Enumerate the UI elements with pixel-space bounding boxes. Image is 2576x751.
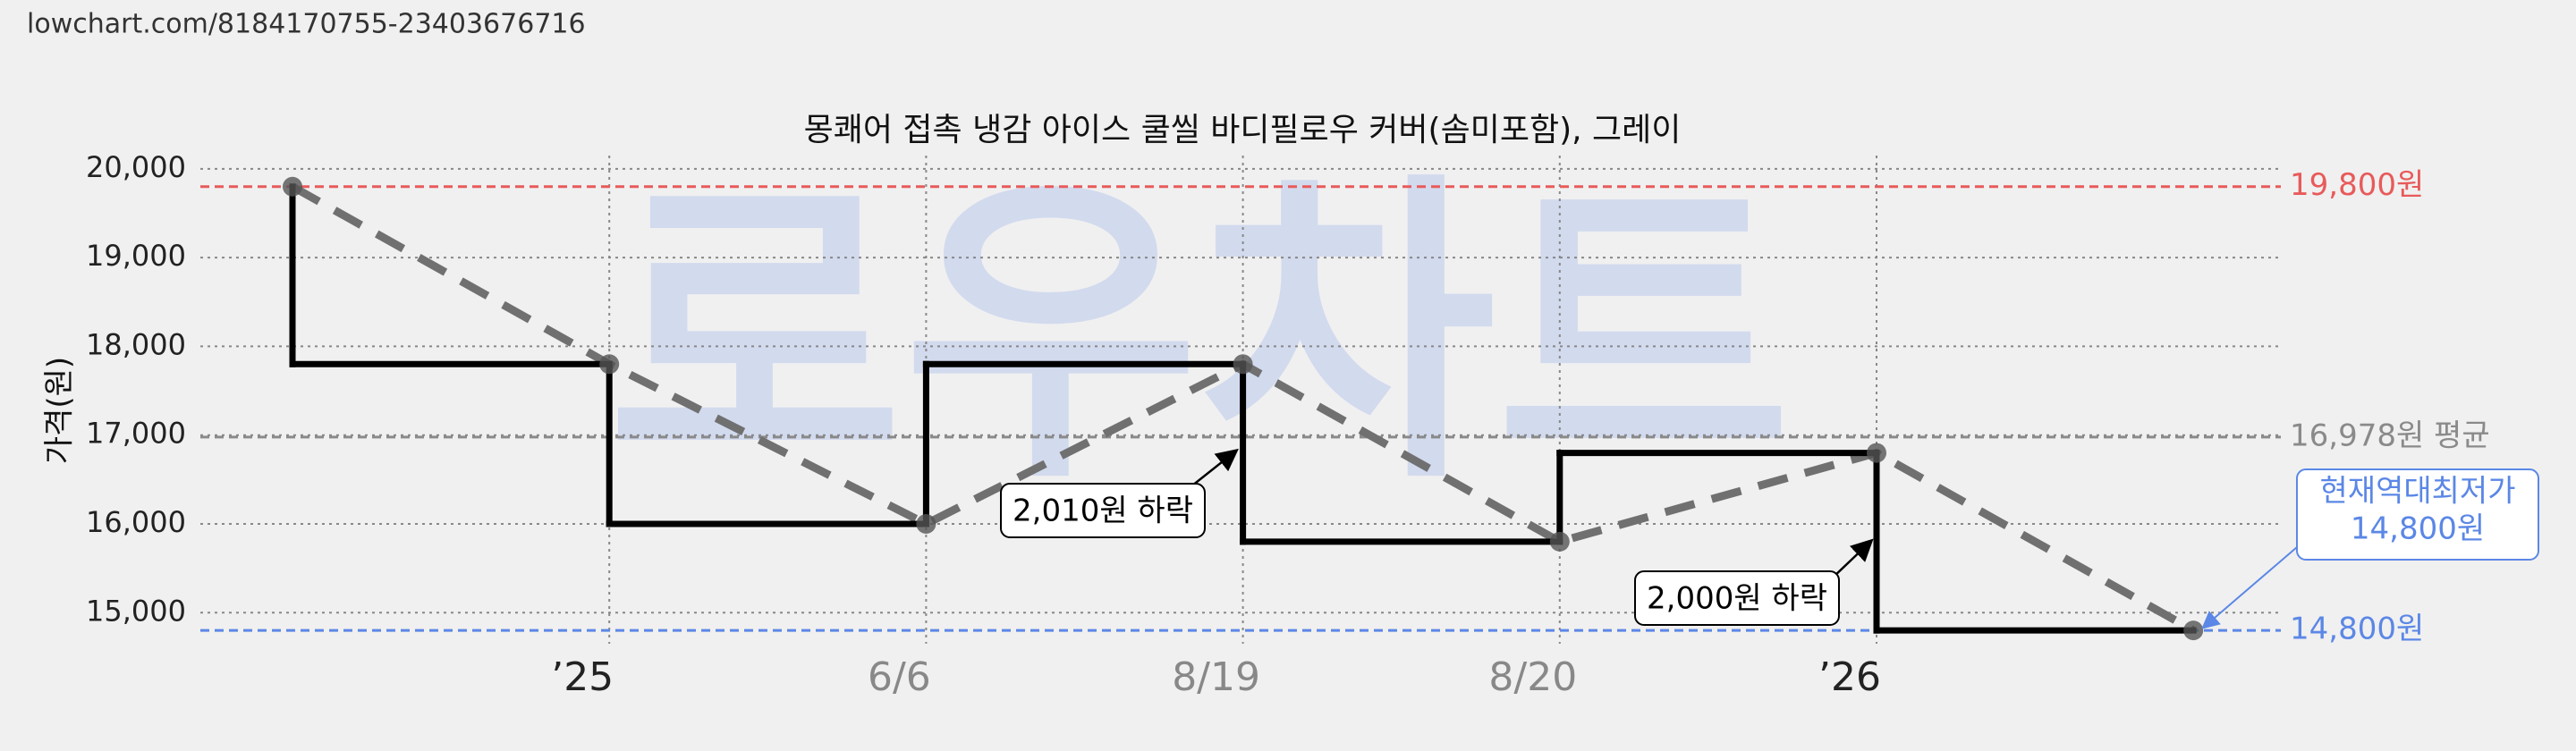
url: lowchart.com/8184170755-23403676716 [27, 9, 586, 40]
y-tick-label: 18,000 [86, 327, 186, 361]
watermark: 로우차트 [607, 147, 1792, 521]
y-tick-label: 16,000 [86, 505, 186, 539]
y-tick-label: 15,000 [86, 594, 186, 628]
chart-title: 몽쾌어 접촉 냉감 아이스 쿨씰 바디필로우 커버(솜미포함), 그레이 [804, 112, 1682, 148]
y-tick-label: 20,000 [86, 150, 186, 184]
x-tick-label: 8/20 [1488, 654, 1577, 700]
reference-label: 16,978원 평균 [2290, 418, 2490, 453]
x-tick-label: 8/19 [1172, 654, 1260, 700]
point [599, 354, 620, 375]
reference-label: 19,800원 [2290, 167, 2424, 203]
annotation-arrow [1831, 538, 1874, 579]
y-axis-label: 가격(원) [42, 357, 78, 464]
y-tick-label: 17,000 [86, 417, 186, 451]
point [2183, 620, 2204, 641]
callout-box [2296, 468, 2539, 561]
annotation-box [1000, 483, 1206, 538]
callout-arrow [2201, 546, 2298, 629]
point [1867, 443, 1886, 463]
point [916, 513, 936, 534]
annotation-box [1634, 570, 1840, 626]
x-tick-label: 6/6 [868, 654, 931, 700]
x-tick-label: ’26 [1818, 654, 1881, 700]
reference-label: 14,800원 [2290, 612, 2424, 647]
x-tick-label: ’25 [551, 654, 614, 700]
callout-text: 14,800원 [2351, 511, 2485, 547]
annotation-text: 2,010원 하락 [1013, 494, 1193, 529]
callout-text: 현재역대최저가 [2320, 474, 2516, 510]
point [1233, 354, 1253, 375]
annotation-text: 2,000원 하락 [1647, 581, 1827, 617]
point [283, 176, 302, 197]
y-tick-label: 19,000 [86, 239, 186, 273]
point [1549, 531, 1570, 552]
